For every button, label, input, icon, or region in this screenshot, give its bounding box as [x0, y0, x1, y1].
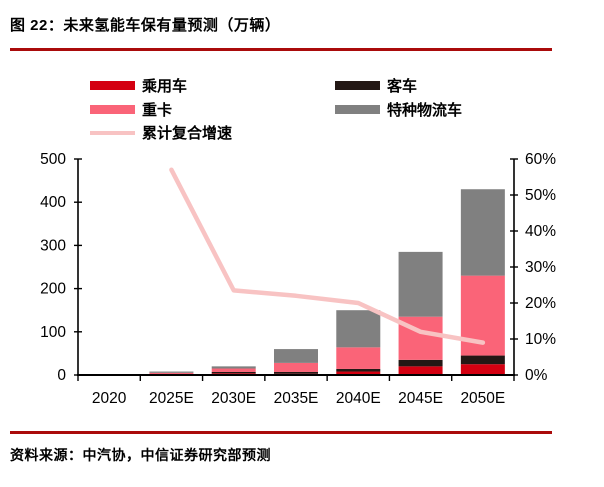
legend-label: 乘用车: [142, 78, 188, 95]
legend-label: 累计复合增速: [142, 125, 233, 142]
bar-segment-2040E-s3: [336, 310, 381, 348]
bar-segment-2030E-s1: [211, 371, 256, 374]
x-tick-label: 2050E: [460, 390, 505, 407]
passenger-car-swatch: [90, 81, 135, 90]
legend-item-passenger-car: 乘用车: [90, 75, 187, 96]
y-left-tick-label: 300: [40, 237, 66, 254]
logistics-vehicle-swatch: [335, 105, 380, 114]
y-right-tick-label: 10%: [525, 331, 556, 348]
chart-canvas: 0 100 200 300 400 500 0% 10% 20% 30% 40% 50% 60% 2020…: [40, 151, 556, 407]
legend-item-logistics-vehicle: 特种物流车: [335, 99, 462, 120]
bar-segment-2040E-s1: [336, 368, 381, 372]
source-text: 资料来源：中汽协，中信证券研究部预测: [10, 447, 271, 463]
y-right-tick-label: 40%: [525, 223, 556, 240]
legend-item-heavy-truck: 重卡: [90, 99, 172, 120]
heavy-truck-swatch: [90, 105, 135, 114]
bar-segment-2045E-s3: [398, 251, 443, 317]
bar-segment-2030E-s2: [211, 368, 256, 372]
y-left-tick-label: 100: [40, 324, 66, 341]
y-right-tick-label: 30%: [525, 259, 556, 276]
legend-item-cagr-line: 累计复合增速: [90, 122, 232, 143]
bar-segment-2050E-s3: [460, 189, 505, 276]
bar-segment-2035E-s2: [274, 362, 318, 372]
legend-label: 重卡: [142, 102, 173, 119]
y-left-tick-label: 200: [40, 281, 66, 298]
bar-segment-2025E-s3: [149, 371, 194, 373]
bus-swatch: [335, 81, 380, 90]
y-left-tick-label: 0: [57, 367, 66, 384]
cagr-line: [169, 167, 486, 345]
y-left-tick-label: 400: [40, 194, 66, 211]
bar-segment-2025E-s2: [149, 372, 194, 375]
bar-segment-2040E-s2: [336, 347, 381, 369]
bar-segment-2050E-s0: [460, 364, 505, 375]
bar-segment-2035E-s1: [274, 371, 318, 374]
bar-segment-2035E-s3: [274, 349, 318, 363]
legend-label: 特种物流车: [387, 102, 463, 119]
x-tick-label: 2020: [92, 390, 127, 407]
cagr-line-swatch: [90, 130, 135, 135]
y-right-tick-label: 20%: [525, 295, 556, 312]
x-tick-label: 2040E: [336, 390, 381, 407]
bar-segment-2045E-s0: [398, 366, 443, 375]
legend-item-bus: 客车: [335, 75, 417, 96]
y-right-tick-label: 0%: [525, 367, 548, 384]
y-right-tick-label: 60%: [525, 151, 556, 168]
x-tick-label: 2025E: [149, 390, 194, 407]
chart-title: 图 22：未来氢能车保有量预测（万辆）: [10, 17, 281, 34]
y-right-tick-label: 50%: [525, 187, 556, 204]
source-top-rule: [10, 431, 552, 434]
bar-segment-2050E-s1: [460, 355, 505, 365]
x-tick-label: 2035E: [274, 390, 319, 407]
x-tick-label: 2045E: [398, 390, 443, 407]
y-left-tick-label: 500: [40, 151, 66, 168]
bar-segment-2045E-s1: [398, 359, 443, 367]
x-tick-label: 2030E: [211, 390, 256, 407]
title-underline: [10, 48, 552, 51]
legend-label: 客车: [387, 78, 418, 95]
bar-segment-2040E-s0: [336, 371, 381, 375]
bar-segment-2030E-s3: [211, 366, 256, 369]
